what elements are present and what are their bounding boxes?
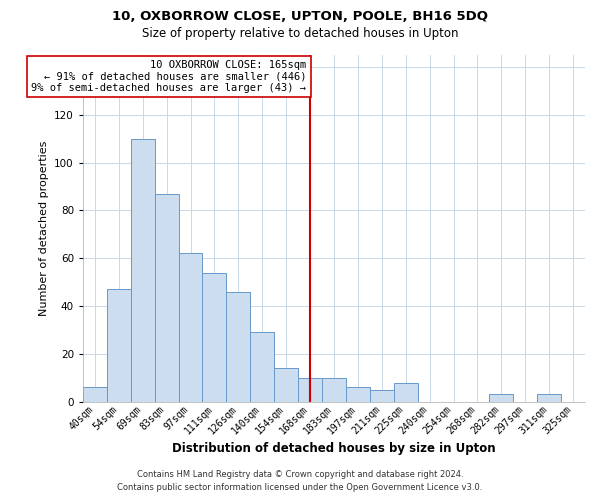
Bar bbox=[274, 368, 298, 402]
Bar bbox=[394, 382, 418, 402]
Text: Size of property relative to detached houses in Upton: Size of property relative to detached ho… bbox=[142, 28, 458, 40]
Bar bbox=[370, 390, 394, 402]
Bar bbox=[107, 290, 131, 402]
Bar bbox=[155, 194, 179, 402]
Bar bbox=[179, 254, 202, 402]
Text: 10 OXBORROW CLOSE: 165sqm
← 91% of detached houses are smaller (446)
9% of semi-: 10 OXBORROW CLOSE: 165sqm ← 91% of detac… bbox=[31, 60, 307, 93]
Text: 10, OXBORROW CLOSE, UPTON, POOLE, BH16 5DQ: 10, OXBORROW CLOSE, UPTON, POOLE, BH16 5… bbox=[112, 10, 488, 23]
Bar bbox=[202, 272, 226, 402]
Bar bbox=[83, 388, 107, 402]
Bar bbox=[537, 394, 561, 402]
Bar bbox=[346, 388, 370, 402]
Bar bbox=[490, 394, 513, 402]
Bar bbox=[298, 378, 322, 402]
X-axis label: Distribution of detached houses by size in Upton: Distribution of detached houses by size … bbox=[172, 442, 496, 455]
Bar bbox=[322, 378, 346, 402]
Text: Contains HM Land Registry data © Crown copyright and database right 2024.
Contai: Contains HM Land Registry data © Crown c… bbox=[118, 470, 482, 492]
Bar bbox=[250, 332, 274, 402]
Bar bbox=[131, 138, 155, 402]
Y-axis label: Number of detached properties: Number of detached properties bbox=[38, 140, 49, 316]
Bar bbox=[226, 292, 250, 402]
